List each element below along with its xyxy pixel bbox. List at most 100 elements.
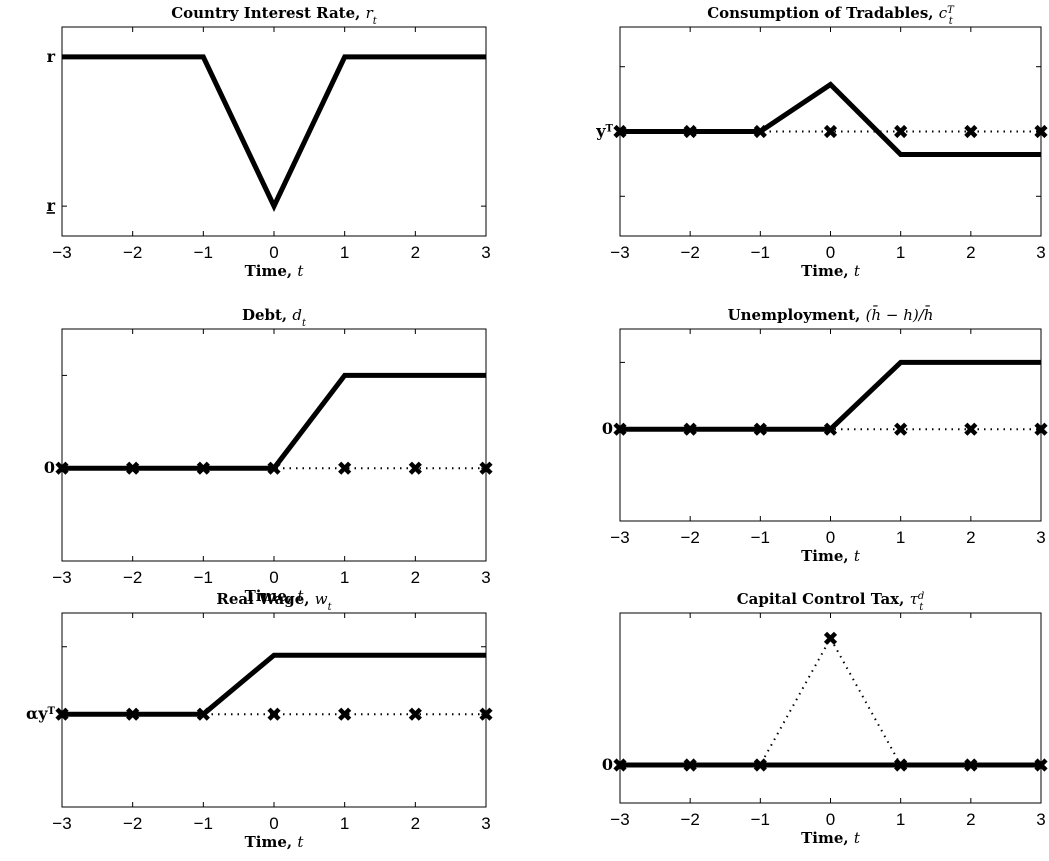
x-marker — [823, 422, 838, 436]
x-marker — [196, 707, 210, 721]
chart-title: Debt, dt — [242, 306, 307, 329]
x-marker — [894, 124, 908, 139]
x-marker — [479, 707, 493, 721]
x-tick-label: −1 — [751, 528, 770, 547]
x-tick-label: −1 — [194, 814, 213, 833]
x-axis-label: Time, t — [801, 262, 861, 280]
x-marker — [613, 422, 627, 436]
x-tick-label: 2 — [411, 243, 420, 262]
chart-title: Consumption of Tradables, cT t — [707, 4, 955, 27]
y-tick-label: 0 — [602, 755, 613, 774]
x-tick-label: 3 — [481, 243, 490, 262]
x-marker — [823, 631, 838, 645]
x-tick-label: −3 — [52, 814, 71, 833]
x-tick-label: 3 — [1036, 810, 1045, 829]
chart-title: Unemployment, (h̄ − h)/h̄ — [728, 306, 934, 324]
x-marker — [1034, 422, 1048, 436]
x-tick-label: 2 — [411, 568, 420, 587]
x-tick-label: 1 — [340, 568, 349, 587]
chart-panel-6: Capital Control Tax, τd t −3 −2 −1 0 1 2 3 Time, … — [602, 590, 1048, 847]
x-tick-label: −3 — [610, 528, 629, 547]
x-axis-label: Time, t — [245, 587, 305, 605]
axes-box — [61, 328, 487, 562]
x-tick-label: 2 — [966, 243, 975, 262]
policy-series-line — [62, 372, 486, 471]
x-marker — [55, 461, 69, 475]
chart-title: Country Interest Rate, rt — [171, 4, 378, 27]
chart-panel-2: Consumption of Tradables, cT t −3 −2 −1 0 1 2 3 T… — [595, 4, 1048, 280]
x-axis-label: Time, t — [245, 833, 305, 851]
x-marker — [267, 707, 281, 721]
y-tick-label: 0 — [602, 419, 613, 438]
x-tick-label: 0 — [269, 814, 278, 833]
x-tick-label: 2 — [966, 528, 975, 547]
x-marker — [894, 422, 908, 436]
axes-box — [61, 612, 487, 808]
x-marker — [408, 707, 422, 721]
x-tick-label: 1 — [896, 528, 905, 547]
x-marker — [1034, 758, 1048, 772]
chart-panel-4: Unemployment, (h̄ − h)/h̄ −3 −2 −1 0 1 2 3 Time,… — [602, 306, 1048, 565]
x-marker — [894, 758, 908, 772]
x-marker — [613, 124, 627, 139]
x-marker — [479, 461, 493, 475]
x-tick-label: −2 — [123, 568, 142, 587]
x-tick-label: −2 — [680, 243, 699, 262]
x-marker — [964, 758, 978, 772]
chart-title: Real Wage, wt — [216, 590, 332, 613]
x-marker — [683, 758, 697, 772]
x-tick-label: 0 — [269, 568, 278, 587]
baseline-series-line — [620, 636, 1041, 766]
x-marker — [753, 758, 767, 772]
y-tick-label: r — [47, 47, 56, 66]
y-tick-label: yT — [595, 122, 613, 141]
y-tick-label: r — [47, 196, 56, 215]
x-tick-label: −3 — [52, 568, 71, 587]
x-marker — [753, 124, 767, 139]
x-marker — [613, 758, 627, 772]
x-tick-label: 3 — [481, 568, 490, 587]
x-marker — [196, 461, 210, 475]
x-tick-label: 2 — [411, 814, 420, 833]
x-marker — [126, 707, 140, 721]
x-tick-label: −1 — [751, 810, 770, 829]
x-tick-label: −2 — [680, 810, 699, 829]
x-tick-label: 2 — [966, 810, 975, 829]
y-tick-label: 0 — [44, 458, 55, 477]
x-tick-label: 3 — [1036, 243, 1045, 262]
x-marker — [1034, 124, 1048, 139]
x-marker — [964, 124, 978, 139]
x-tick-label: −1 — [194, 243, 213, 262]
y-tick-label: αyT — [26, 704, 56, 723]
x-marker — [126, 461, 140, 475]
axes-box — [619, 328, 1042, 522]
x-tick-label: 3 — [1036, 528, 1045, 547]
x-tick-label: 0 — [826, 810, 835, 829]
x-tick-label: 0 — [826, 528, 835, 547]
x-marker — [683, 124, 697, 139]
x-tick-label: −1 — [751, 243, 770, 262]
x-marker — [964, 422, 978, 436]
x-tick-label: 1 — [896, 810, 905, 829]
x-marker — [753, 422, 767, 436]
x-marker — [683, 422, 697, 436]
x-tick-label: −3 — [52, 243, 71, 262]
chart-title: Capital Control Tax, τd t — [737, 590, 925, 613]
x-tick-label: −1 — [194, 568, 213, 587]
x-tick-label: −2 — [123, 243, 142, 262]
x-tick-label: 3 — [481, 814, 490, 833]
x-marker — [338, 707, 352, 721]
x-tick-label: 1 — [896, 243, 905, 262]
x-tick-label: −2 — [123, 814, 142, 833]
x-marker — [267, 461, 281, 475]
policy-series-line — [620, 81, 1041, 157]
chart-panel-5: Real Wage, wt −3 −2 −1 0 1 2 3 Time, t αyT — [26, 590, 493, 851]
x-axis-label: Time, t — [245, 262, 305, 280]
x-tick-label: 1 — [340, 243, 349, 262]
x-tick-label: −3 — [610, 243, 629, 262]
x-marker — [338, 461, 352, 475]
policy-series-line — [62, 54, 486, 212]
x-marker — [823, 124, 838, 139]
